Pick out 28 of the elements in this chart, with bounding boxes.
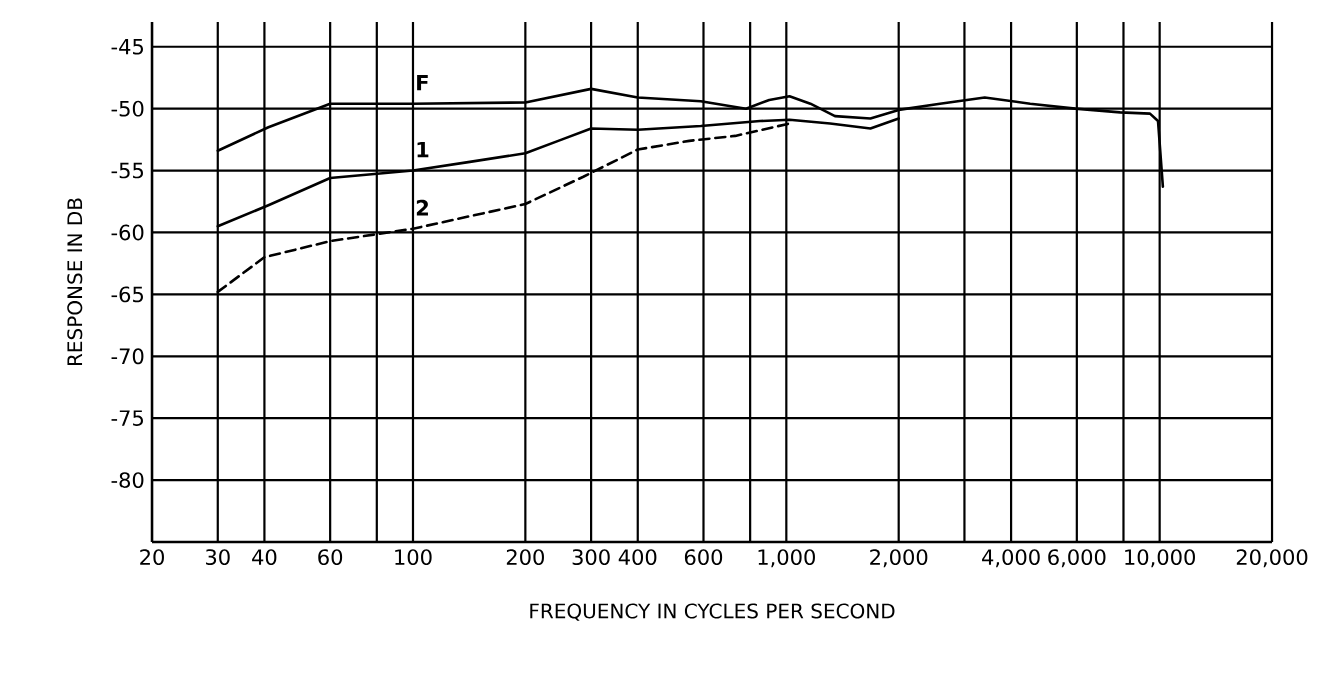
x-axis-title: FREQUENCY IN CYCLES PER SECOND xyxy=(530,603,895,621)
x-tick-label: 400 xyxy=(618,549,657,566)
y-tick-label: -45 xyxy=(111,38,143,55)
x-tick-label: 20 xyxy=(140,549,164,566)
y-tick-label: -65 xyxy=(111,286,143,303)
series-label: F xyxy=(417,75,428,91)
x-tick-label: 4,000 xyxy=(982,549,1040,568)
series-label: 1 xyxy=(417,141,429,158)
y-tick-label: -75 xyxy=(111,410,143,426)
y-tick-label: -50 xyxy=(111,100,144,117)
x-tick-label: 1,000 xyxy=(758,549,815,568)
x-tick-label: 300 xyxy=(572,549,610,566)
y-tick-label: -55 xyxy=(111,162,143,179)
x-tick-label: 2,000 xyxy=(870,549,928,568)
x-tick-label: 600 xyxy=(684,549,723,566)
x-tick-label: 30 xyxy=(206,549,230,566)
x-tick-label: 60 xyxy=(318,549,343,566)
x-tick-label: 10,000 xyxy=(1125,549,1195,568)
x-tick-label: 100 xyxy=(395,549,432,566)
y-tick-label: -80 xyxy=(111,472,144,489)
x-tick-label: 6,000 xyxy=(1048,549,1106,568)
x-tick-label: 200 xyxy=(506,549,544,566)
x-tick-label: 40 xyxy=(252,549,277,566)
y-tick-label: -60 xyxy=(111,224,144,241)
x-tick-label: 20,000 xyxy=(1236,549,1308,568)
series-label: 2 xyxy=(416,199,428,216)
y-tick-label: -70 xyxy=(111,348,144,365)
y-axis-title: RESPONSE IN DB xyxy=(67,198,83,366)
